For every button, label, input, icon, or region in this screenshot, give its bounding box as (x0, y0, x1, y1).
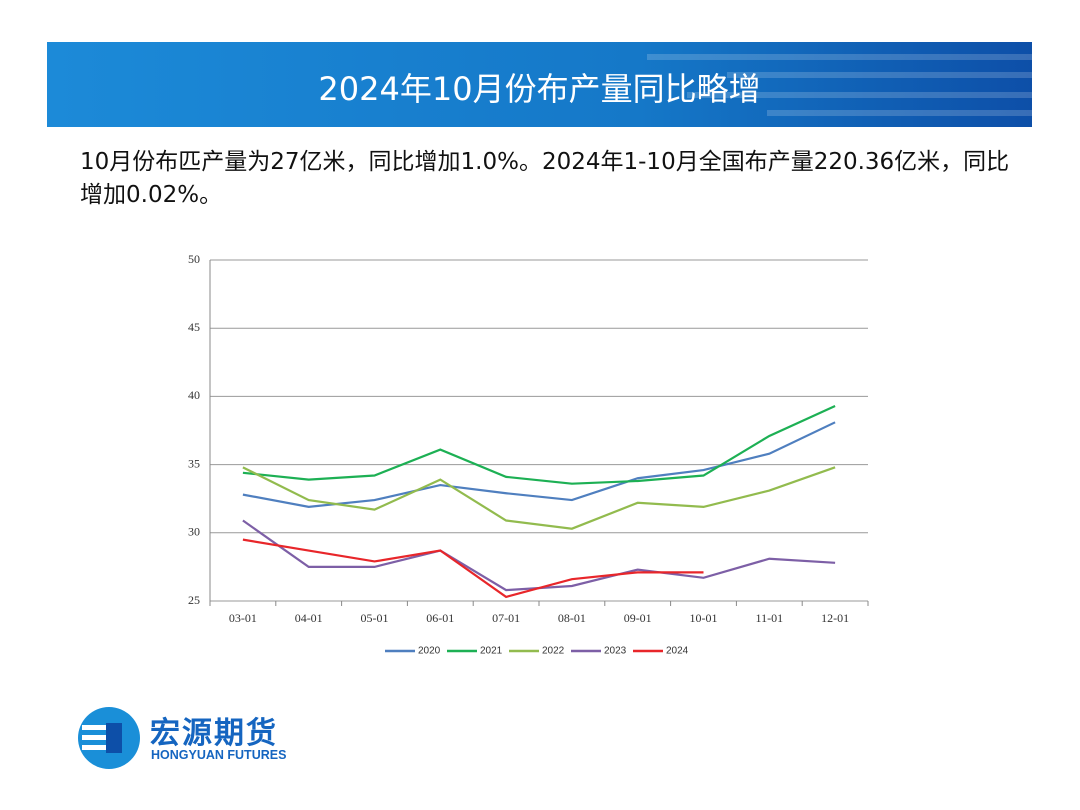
logo-name: 宏源期货 (150, 716, 278, 751)
title-banner: 2024年10月份布产量同比略增 (47, 42, 1032, 127)
legend-text: 2024 (666, 646, 689, 657)
series-line (242, 404, 836, 485)
x-tick-label: 03-01 (229, 611, 257, 625)
x-tick-label: 11-01 (756, 611, 784, 625)
x-tick-label: 10-01 (690, 611, 718, 625)
legend-text: 2021 (480, 646, 503, 657)
y-tick-label: 30 (188, 525, 200, 539)
x-tick-label: 08-01 (558, 611, 586, 625)
y-tick-label: 50 (188, 252, 200, 266)
x-tick-label: 05-01 (361, 611, 389, 625)
logo-subtitle: HONGYUAN FUTURES (151, 748, 287, 762)
x-tick-label: 06-01 (426, 611, 454, 625)
legend-text: 2022 (542, 646, 565, 657)
series-line (242, 421, 836, 508)
y-tick-label: 40 (188, 388, 200, 402)
x-tick-label: 12-01 (821, 611, 849, 625)
x-tick-label: 09-01 (624, 611, 652, 625)
x-tick-label: 07-01 (492, 611, 520, 625)
slide-title: 2024年10月份布产量同比略增 (318, 70, 761, 108)
y-tick-label: 45 (188, 320, 200, 334)
logo-icon (78, 707, 140, 769)
series-line (242, 466, 836, 530)
legend-text: 2023 (604, 646, 627, 657)
x-tick-label: 04-01 (295, 611, 323, 625)
y-tick-label: 25 (188, 593, 200, 607)
legend-text: 2020 (418, 646, 441, 657)
series-line (242, 538, 704, 599)
y-tick-label: 35 (188, 456, 200, 470)
chart: 25 30 35 40 45 50 03-01 04-01 05-01 06-01 07-01 08-… (188, 252, 869, 657)
body-text: 10月份布匹产量为27亿米，同比增加1.0%。2024年1-10月全国布产量22… (80, 149, 1010, 208)
